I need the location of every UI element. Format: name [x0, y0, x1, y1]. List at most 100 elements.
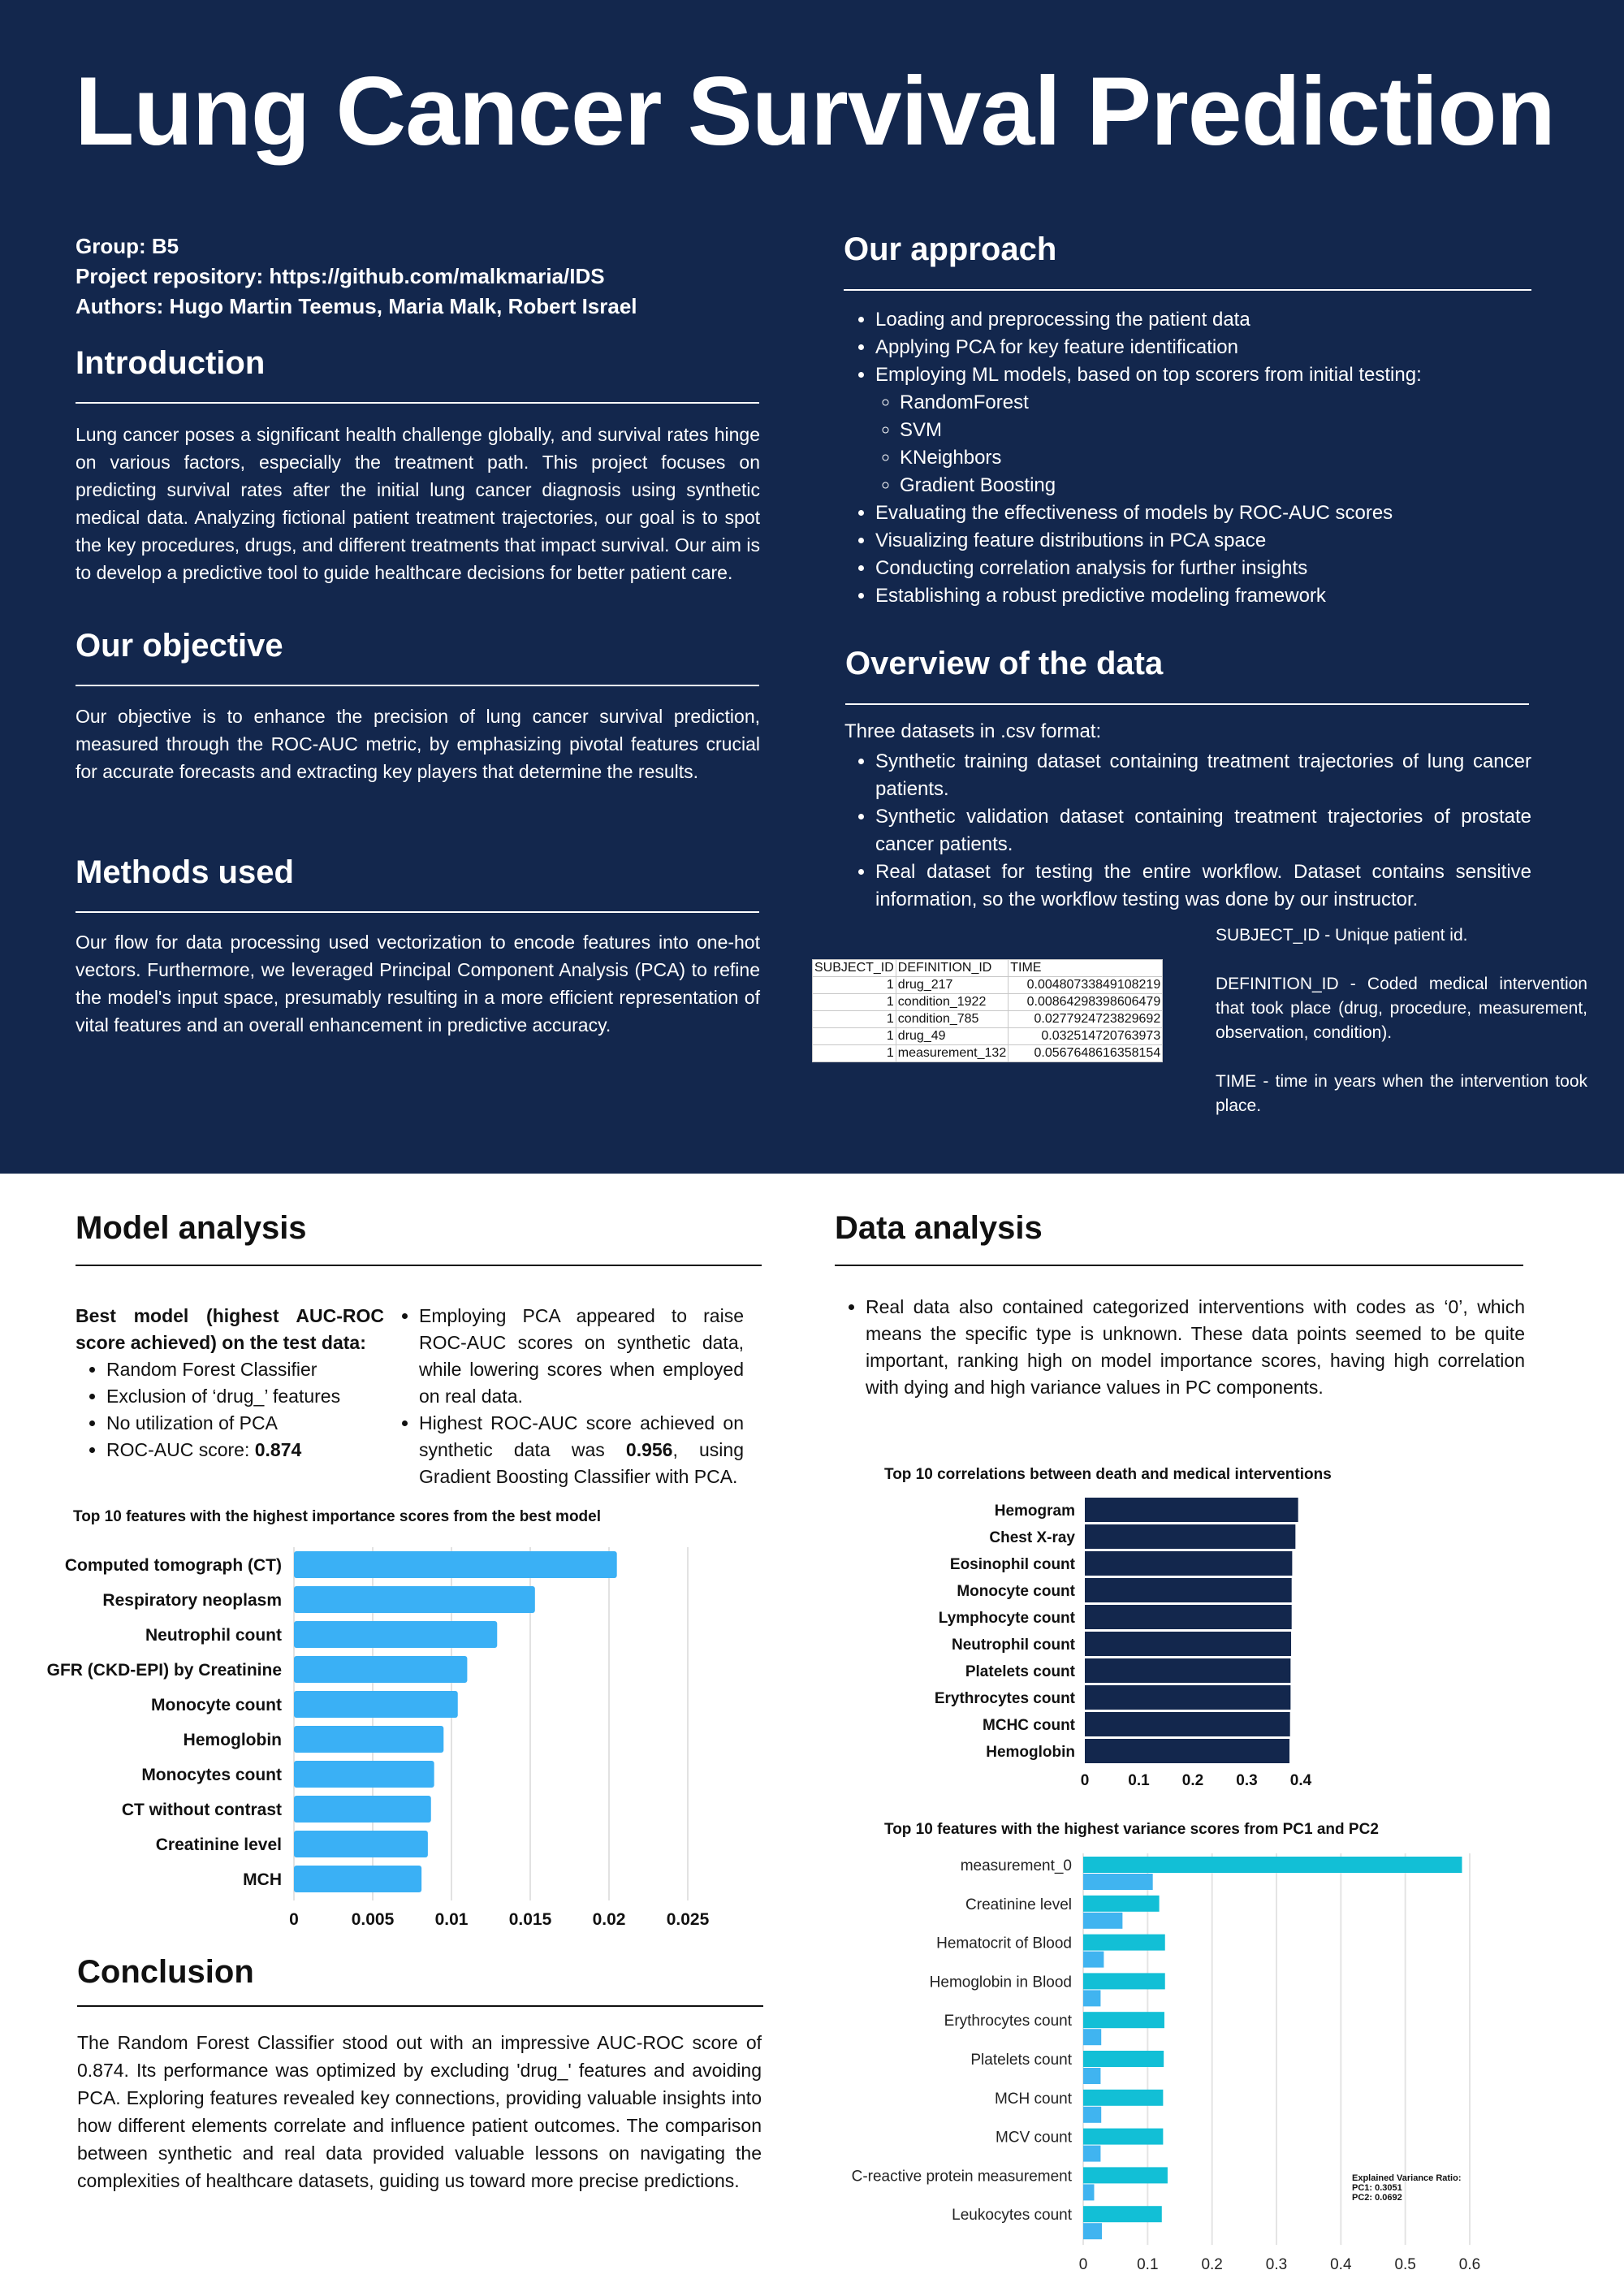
bar	[294, 1796, 431, 1823]
category-label: Monocyte count	[957, 1583, 1075, 1600]
table-header: TIME	[1008, 959, 1164, 977]
data-analysis-rule	[835, 1265, 1523, 1266]
bar-pc1	[1083, 1895, 1160, 1912]
category-label: Erythrocytes count	[935, 1690, 1076, 1707]
tick-label: 0.01	[435, 1910, 469, 1925]
bar	[1085, 1578, 1292, 1602]
objective-rule	[76, 685, 759, 686]
category-label: Eosinophil count	[950, 1556, 1076, 1573]
conclusion-rule	[77, 2005, 763, 2007]
table-row: 1 drug_49 0.032514720763973	[812, 1027, 1164, 1045]
bar-pc1	[1083, 1857, 1462, 1873]
definition-subject-id: SUBJECT_ID - Unique patient id.	[1216, 926, 1468, 945]
bar	[294, 1586, 535, 1613]
chart-correlation-title: Top 10 correlations between death and me…	[884, 1466, 1332, 1483]
best-model-block: Best model (highest AUC-ROC score achiev…	[76, 1303, 384, 1464]
category-label: MCHC count	[983, 1717, 1076, 1734]
bar	[1085, 1524, 1296, 1549]
data-analysis-item: Real data also contained categorized int…	[866, 1294, 1525, 1401]
explained-variance-label: PC2: 0.0692	[1352, 2193, 1402, 2203]
tick-label: 0.02	[593, 1910, 626, 1925]
bar	[1085, 1605, 1292, 1629]
bar-pc2	[1083, 2029, 1102, 2046]
explained-variance-label: Explained Variance Ratio:	[1352, 2173, 1462, 2183]
tick-label: 0.4	[1290, 1772, 1312, 1789]
introduction-rule	[76, 402, 759, 404]
header-section: Lung Cancer Survival Prediction Group: B…	[0, 0, 1624, 1174]
category-label: measurement_0	[961, 1857, 1072, 1874]
table-row: 1 measurement_132 0.0567648616358154	[812, 1044, 1164, 1062]
table-row: 1 condition_785 0.0277924723829692	[812, 1010, 1164, 1028]
bar-pc2	[1083, 2068, 1101, 2084]
variance-chart: 0 0.1 0.2 0.3 0.4 0.5 0.6 measurement_0 Creatini…	[852, 1853, 1480, 2273]
category-label: Computed tomograph (CT)	[65, 1556, 282, 1575]
best-model-item: Exclusion of ‘drug_’ features	[106, 1383, 384, 1410]
column-definitions: SUBJECT_ID - Unique patient id. DEFINITI…	[1216, 923, 1587, 1143]
approach-item: Establishing a robust predictive modelin…	[875, 582, 1543, 610]
conclusion-text: The Random Forest Classifier stood out w…	[77, 2032, 762, 2191]
overview-list: Synthetic training dataset containing tr…	[844, 748, 1531, 914]
project-meta: Group: B5 Project repository: https://gi…	[76, 231, 637, 322]
approach-item: Conducting correlation analysis for furt…	[875, 555, 1543, 582]
authors-label: Authors: Hugo Martin Teemus, Maria Malk,…	[76, 294, 637, 318]
model-item: RandomForest	[900, 389, 1543, 417]
approach-item: Evaluating the effectiveness of models b…	[875, 499, 1543, 527]
tick-label: 0.2	[1201, 2256, 1222, 2273]
category-label: GFR (CKD-EPI) by Creatinine	[47, 1661, 282, 1680]
approach-heading: Our approach	[844, 231, 1057, 267]
tick-label: 0.6	[1459, 2256, 1480, 2273]
bar-pc1	[1083, 2206, 1162, 2223]
bar	[1085, 1712, 1290, 1736]
tick-label: 0	[289, 1910, 299, 1925]
bar-pc1	[1083, 2012, 1164, 2029]
introduction-text: Lung cancer poses a significant health c…	[76, 424, 760, 583]
pca-note: Employing PCA appeared to raise ROC-AUC …	[419, 1303, 744, 1410]
category-label: Platelets count	[965, 1663, 1076, 1680]
model-item: SVM	[900, 417, 1543, 444]
dataset-sample-table: SUBJECT_ID DEFINITION_ID TIME 1 drug_217…	[812, 959, 1164, 1062]
bar	[1085, 1632, 1292, 1656]
bar-pc1	[1083, 2089, 1164, 2106]
category-label: Platelets count	[970, 2052, 1072, 2069]
category-label: Chest X-ray	[989, 1529, 1075, 1546]
bar	[1085, 1739, 1290, 1763]
bar	[294, 1621, 498, 1648]
bar-pc2	[1083, 1912, 1123, 1929]
category-label: Monocyte count	[151, 1696, 282, 1714]
overview-intro: Three datasets in .csv format:	[844, 720, 1102, 742]
overview-rule	[845, 703, 1529, 705]
overview-heading: Overview of the data	[845, 646, 1164, 681]
objective-heading: Our objective	[76, 628, 283, 664]
bar	[294, 1656, 468, 1683]
tick-label: 0	[1079, 2256, 1088, 2273]
data-analysis-heading: Data analysis	[835, 1210, 1043, 1246]
tick-label: 0.3	[1236, 1772, 1257, 1789]
group-label: Group: B5	[76, 234, 179, 258]
conclusion-heading: Conclusion	[77, 1954, 254, 1990]
category-label: Leukocytes count	[952, 2207, 1073, 2224]
category-label: C-reactive protein measurement	[852, 2168, 1073, 2185]
bar-pc2	[1083, 1990, 1101, 2007]
bar-pc1	[1083, 2167, 1168, 2184]
approach-rule	[844, 289, 1531, 291]
category-label: Hemoglobin	[184, 1731, 282, 1749]
category-label: Neutrophil count	[145, 1626, 282, 1645]
bar-pc1	[1083, 1934, 1165, 1951]
tick-label: 0.5	[1394, 2256, 1415, 2273]
highest-score-note: Highest ROC-AUC score achieved on synthe…	[419, 1410, 744, 1490]
methods-rule	[76, 911, 759, 913]
approach-item: Visualizing feature distributions in PCA…	[875, 527, 1543, 555]
category-label: Hemogram	[995, 1503, 1075, 1520]
data-analysis-list: Real data also contained categorized int…	[835, 1294, 1525, 1401]
bar	[294, 1761, 434, 1788]
bar-pc2	[1083, 2223, 1103, 2240]
bar-pc2	[1083, 2145, 1101, 2162]
bar-pc2	[1083, 1951, 1104, 1968]
tick-label: 0	[1081, 1772, 1090, 1789]
poster-title: Lung Cancer Survival Prediction	[75, 57, 1556, 166]
chart-importance-title: Top 10 features with the highest importa…	[73, 1508, 601, 1525]
introduction-heading: Introduction	[76, 345, 266, 381]
tick-label: 0.015	[509, 1910, 552, 1925]
tick-label: 0.1	[1137, 2256, 1158, 2273]
correlation-chart: Hemogram Chest X-ray Eosinophil count Monoc…	[935, 1498, 1312, 1789]
